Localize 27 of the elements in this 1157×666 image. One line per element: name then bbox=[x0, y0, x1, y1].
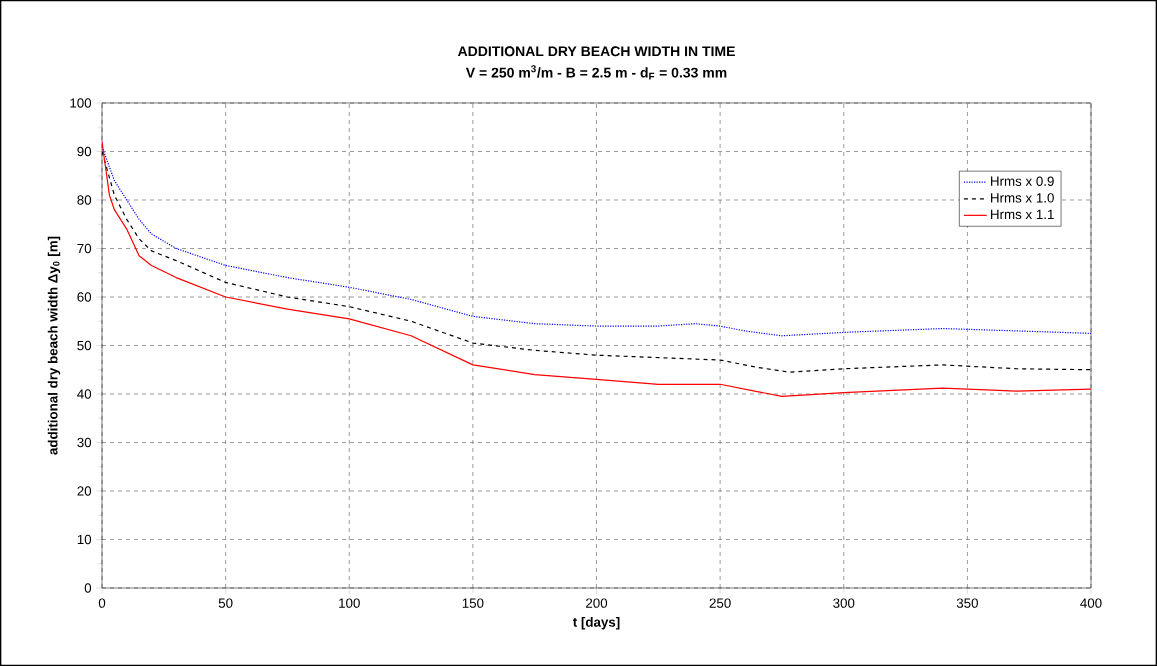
x-tick-label: 300 bbox=[833, 598, 855, 608]
y-tick-label: 70 bbox=[77, 243, 92, 254]
x-tick-label: 0 bbox=[98, 598, 106, 608]
x-axis-title: t [days] bbox=[572, 616, 620, 630]
x-tick-label: 100 bbox=[339, 598, 360, 608]
y-tick-label: 20 bbox=[77, 486, 92, 496]
y-tick-label: 100 bbox=[70, 98, 92, 108]
y-tick-label: 30 bbox=[77, 437, 92, 448]
x-tick-label: 350 bbox=[956, 598, 978, 608]
legend-label: Hrms x 1.0 bbox=[991, 193, 1054, 203]
x-tick-label: 200 bbox=[586, 598, 608, 608]
legend-label: Hrms x 0.9 bbox=[991, 176, 1054, 186]
y-tick-label: 40 bbox=[77, 389, 92, 399]
x-tick-label: 150 bbox=[462, 598, 484, 608]
y-tick-label: 50 bbox=[77, 340, 92, 351]
y-tick-label: 10 bbox=[77, 534, 92, 545]
y-tick-label: 0 bbox=[84, 583, 92, 593]
chart-title: ADDITIONAL DRY BEACH WIDTH IN TIME bbox=[457, 46, 735, 57]
x-tick-label: 250 bbox=[709, 598, 731, 608]
chart-subtitle: V = 250 m$^{3}$/m - B = 2.5 m - d$_{F}$ = 0.33 mm bbox=[465, 65, 727, 80]
y-tick-label: 80 bbox=[77, 195, 92, 205]
x-tick-label: 50 bbox=[218, 598, 233, 608]
legend-label: Hrms x 1.1 bbox=[991, 209, 1054, 220]
y-tick-label: 90 bbox=[77, 146, 92, 157]
x-tick-label: 400 bbox=[1080, 598, 1102, 608]
y-axis-title: additional dry beach width Δy$_{0}$ [m] bbox=[47, 236, 61, 455]
y-tick-label: 60 bbox=[77, 292, 92, 302]
